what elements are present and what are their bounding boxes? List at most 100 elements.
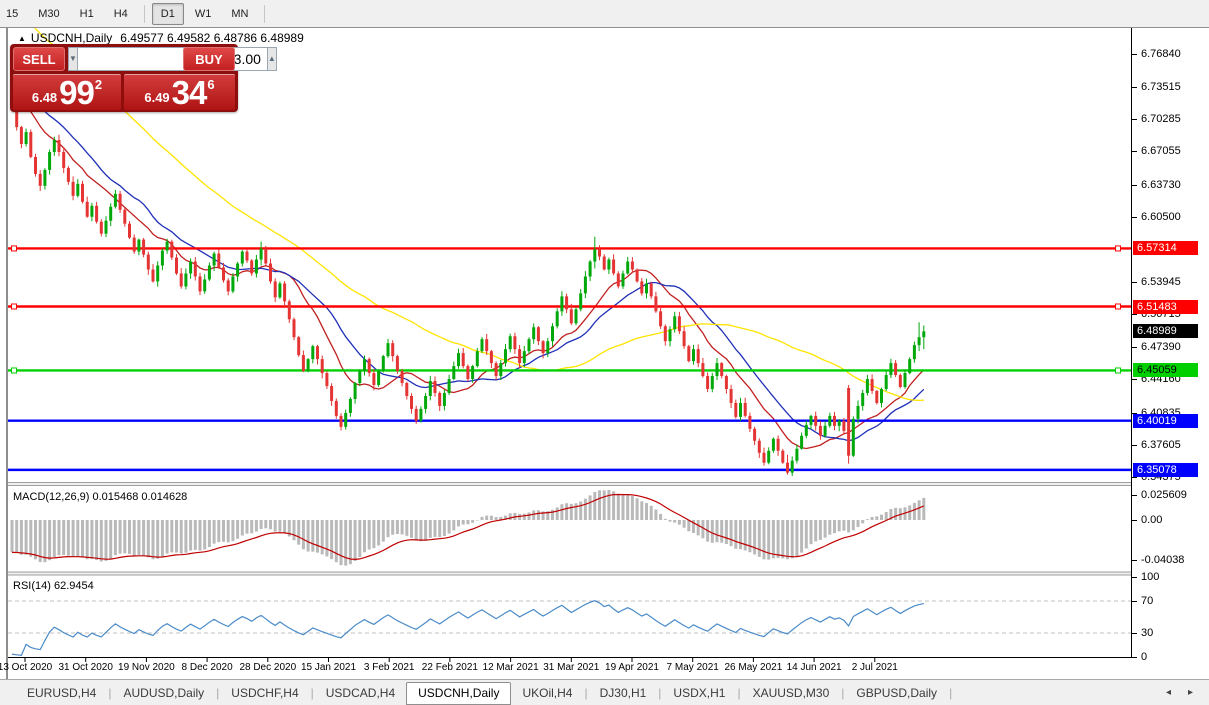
chart-tab-usdcnh[interactable]: USDCNH,Daily <box>406 681 512 705</box>
macd-axis-label: 0.00 <box>1141 514 1163 526</box>
price-axis-label: 6.60500 <box>1141 210 1181 223</box>
price-axis-label: 6.37605 <box>1141 438 1181 451</box>
rsi-axis-label-tickmark <box>1132 601 1137 602</box>
rsi-value: 62.9454 <box>53 580 94 592</box>
tab-separator: | <box>841 685 845 700</box>
hline-price-label: 6.45059 <box>1133 363 1198 378</box>
price-axis-label: 6.76840 <box>1141 47 1181 60</box>
rsi-axis-label-tickmark <box>1132 633 1137 634</box>
rsi-axis-label: 30 <box>1141 627 1154 639</box>
chart-tab-xauusd[interactable]: XAUUSD,M30 <box>752 685 830 700</box>
pane-separator <box>8 482 1131 486</box>
price-axis-label-tickmark <box>1132 53 1137 55</box>
date-label: 14 Jun 2021 <box>786 662 842 673</box>
hline-price-label: 6.57314 <box>1133 241 1198 256</box>
price-axis-label-tickmark <box>1132 314 1137 316</box>
price-axis-label-tickmark <box>1132 444 1137 446</box>
macd-indicator-label: MACD(12,26,9) 0.015468 0.014628 <box>13 491 187 503</box>
tab-separator: | <box>310 685 314 700</box>
period-button-mn[interactable]: MN <box>231 7 249 20</box>
date-label: 15 Jan 2021 <box>300 662 357 673</box>
date-label: 31 Oct 2020 <box>58 662 113 673</box>
chart-tab-gbpusd[interactable]: GBPUSD,Daily <box>856 685 938 700</box>
date-label: 2 Jul 2021 <box>851 662 898 673</box>
sell-price-display[interactable]: 6.48 99 2 <box>13 74 121 110</box>
period-button-m30[interactable]: M30 <box>38 7 60 20</box>
moving-average-21 <box>11 74 925 442</box>
chart-tab-dj30[interactable]: DJ30,H1 <box>599 685 647 700</box>
volume-increase-button[interactable]: ▲ <box>266 47 277 71</box>
sell-price-big: 99 <box>59 74 95 111</box>
chart-tab-usdchf[interactable]: USDCHF,H4 <box>231 685 299 700</box>
tab-scroll-left-button[interactable]: ◂ <box>1165 687 1171 698</box>
rsi-axis-label: 70 <box>1141 595 1154 607</box>
macd-axis-label: -0.04038 <box>1141 554 1185 566</box>
chart-symbol-title: USDCNH,Daily <box>30 31 113 45</box>
price-axis-label-tickmark <box>1132 281 1137 283</box>
price-axis-label-tickmark <box>1132 151 1137 153</box>
toolbar-separator <box>143 4 145 23</box>
chart-title-bar: ▲ USDCNH,Daily 6.49577 6.49582 6.48786 6.4… <box>18 31 304 45</box>
macd-values: 0.015468 0.014628 <box>92 491 188 503</box>
buy-price-big: 34 <box>171 74 208 111</box>
rsi-indicator-label: RSI(14) 62.9454 <box>13 580 94 592</box>
buy-price-sup: 6 <box>207 77 215 92</box>
rsi-name: RSI(14) <box>13 580 51 592</box>
period-button-h1[interactable]: H1 <box>79 7 94 20</box>
sell-button[interactable]: SELL <box>13 47 65 71</box>
chart-tab-audusd[interactable]: AUDUSD,Daily <box>123 685 205 700</box>
collapse-panel-icon[interactable]: ▲ <box>18 34 26 43</box>
date-label: 3 Feb 2021 <box>363 662 415 673</box>
tab-separator: | <box>584 685 588 700</box>
timeframe-toolbar: 15 M30 H1 H4 D1 W1 MN <box>0 0 1209 28</box>
price-axis: 6.76840 6.73515 6.70285 6.67055 6.63730 6.605… <box>1131 28 1209 663</box>
tab-separator: | <box>737 685 741 700</box>
date-label: 8 Dec 2020 <box>181 662 233 673</box>
sell-price-prefix: 6.48 <box>31 90 58 105</box>
volume-stepper: ▼ ▲ <box>68 47 277 71</box>
price-axis-label: 6.67055 <box>1141 145 1181 158</box>
date-label: 13 Oct 2020 <box>0 662 53 673</box>
period-button-15[interactable]: 15 <box>6 7 19 20</box>
macd-axis-label: 0.025609 <box>1141 489 1187 501</box>
chart-tab-eurusd[interactable]: EURUSD,H4 <box>27 685 97 700</box>
chart-ohlc-values: 6.49577 6.49582 6.48786 6.48989 <box>120 31 304 45</box>
chart-tab-usdcad[interactable]: USDCAD,H4 <box>325 685 396 700</box>
toolbar-separator <box>264 4 266 23</box>
hline-price-label: 6.51483 <box>1133 299 1198 314</box>
price-axis-label-tickmark <box>1132 87 1137 89</box>
tab-separator: | <box>949 685 953 700</box>
hline-price-label: 6.40019 <box>1133 413 1198 428</box>
candlesticks <box>10 101 926 477</box>
rsi-axis-label-tickmark <box>1132 577 1137 578</box>
period-button-h4[interactable]: H4 <box>113 7 128 20</box>
buy-price-prefix: 6.49 <box>144 90 170 105</box>
chart-tab-usdx[interactable]: USDX,H1 <box>673 685 726 700</box>
date-label: 12 Mar 2021 <box>482 662 539 673</box>
date-label: 28 Dec 2020 <box>239 662 297 673</box>
chart-tab-ukoil[interactable]: UKOil,H4 <box>522 685 573 700</box>
pane-separator <box>8 571 1131 576</box>
date-label: 31 Mar 2021 <box>543 662 600 673</box>
macd-axis-label-tickmark <box>1132 495 1137 496</box>
price-axis-label-tickmark <box>1132 379 1137 381</box>
period-button-w1[interactable]: W1 <box>194 7 212 20</box>
tab-scroll-right-button[interactable]: ▸ <box>1187 687 1193 698</box>
period-button-d1[interactable]: D1 <box>151 2 184 25</box>
buy-button[interactable]: BUY <box>183 47 235 71</box>
date-label: 22 Feb 2021 <box>421 662 478 673</box>
volume-decrease-button[interactable]: ▼ <box>68 47 78 71</box>
date-label: 19 Apr 2021 <box>605 662 659 673</box>
tab-separator: | <box>108 685 112 700</box>
macd-name: MACD(12,26,9) <box>13 491 90 503</box>
price-axis-label: 6.70285 <box>1141 113 1181 126</box>
price-axis-label: 6.73515 <box>1141 81 1181 94</box>
hline-price-label: 6.35078 <box>1133 462 1198 477</box>
buy-price-display[interactable]: 6.49 34 6 <box>124 74 235 110</box>
volume-input[interactable] <box>77 47 267 71</box>
price-chart-canvas[interactable] <box>8 28 1131 668</box>
price-axis-label: 6.63730 <box>1141 178 1181 191</box>
tab-separator: | <box>658 685 662 700</box>
